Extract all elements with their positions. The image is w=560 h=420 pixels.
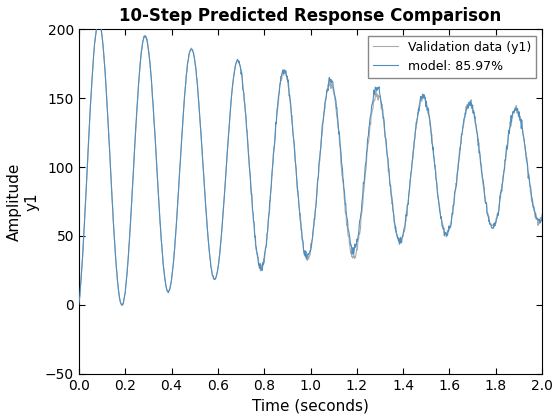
Legend: Validation data (y1), model: 85.97%: Validation data (y1), model: 85.97%	[367, 36, 536, 78]
Validation data (y1)	[76, 302, 82, 307]
model: 85.97%: (2, 63.4): 85.97%: (2, 63.4)	[539, 215, 545, 220]
model: 85.97%: (0.124, 138): 85.97%: (0.124, 138)	[104, 112, 111, 117]
Validation data (y1)	[517, 114, 524, 119]
model: 85.97%: (1.64, 97): 85.97%: (1.64, 97)	[455, 168, 461, 173]
model: 85.97%: (1.77, 61.1): 85.97%: (1.77, 61.1)	[486, 218, 493, 223]
Validation data (y1)	[539, 212, 545, 217]
Validation data (y1)	[170, 256, 177, 261]
Title: 10-Step Predicted Response Comparison: 10-Step Predicted Response Comparison	[119, 7, 502, 25]
model: 85.97%: (1.91, 134): 85.97%: (1.91, 134)	[517, 118, 524, 123]
Y-axis label: Amplitude
y1: Amplitude y1	[7, 162, 39, 241]
Line: model: 85.97%: model: 85.97%	[79, 21, 542, 305]
model: 85.97%: (0, 0.462): 85.97%: (0, 0.462)	[76, 302, 82, 307]
Line: Validation data (y1): Validation data (y1)	[79, 22, 542, 305]
Validation data (y1)	[437, 215, 444, 220]
model: 85.97%: (0.088, 206): 85.97%: (0.088, 206)	[96, 19, 102, 24]
model: 85.97%: (0.184, -0.0309): 85.97%: (0.184, -0.0309)	[118, 302, 125, 307]
Validation data (y1)	[95, 19, 102, 24]
Validation data (y1)	[455, 166, 461, 171]
Validation data (y1)	[118, 303, 125, 308]
Validation data (y1)	[486, 218, 493, 223]
Validation data (y1)	[104, 112, 111, 117]
X-axis label: Time (seconds): Time (seconds)	[252, 398, 369, 413]
model: 85.97%: (1.56, 62.7): 85.97%: (1.56, 62.7)	[437, 216, 444, 221]
model: 85.97%: (0.41, 33.8): 85.97%: (0.41, 33.8)	[170, 256, 177, 261]
